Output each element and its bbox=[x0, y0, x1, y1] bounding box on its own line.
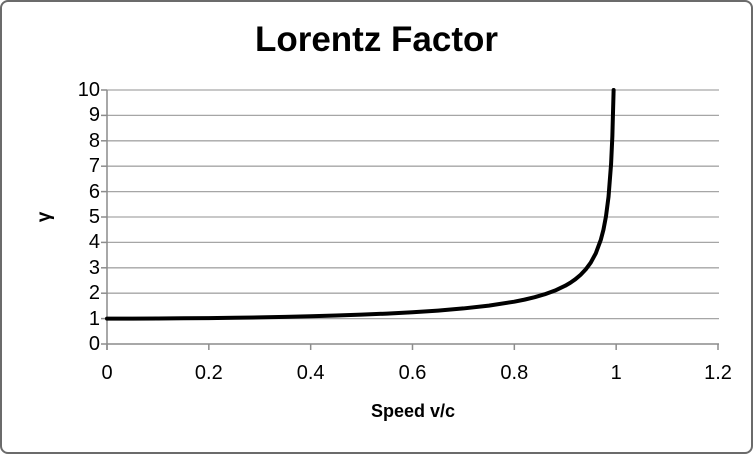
x-tick-label: 1 bbox=[610, 362, 622, 384]
x-tick-label: 0.2 bbox=[194, 362, 223, 384]
chart-title: Lorentz Factor bbox=[254, 20, 499, 59]
y-tick-label: 9 bbox=[88, 104, 100, 127]
x-tick-label: 0.8 bbox=[500, 362, 529, 384]
y-tick-label: 8 bbox=[88, 129, 100, 152]
y-tick-label: 0 bbox=[88, 333, 100, 355]
series-curve bbox=[105, 88, 616, 321]
x-axis-title: Speed v/c bbox=[370, 401, 456, 421]
y-tick-label: 3 bbox=[88, 256, 100, 279]
y-tick-label: 4 bbox=[88, 231, 100, 254]
y-tick-label: 1 bbox=[88, 307, 100, 330]
x-tick-label: 0.6 bbox=[398, 362, 427, 384]
y-tick-label: 10 bbox=[77, 79, 100, 101]
x-tick-label: 0.4 bbox=[296, 362, 325, 384]
x-tick-label: 1.2 bbox=[704, 362, 732, 384]
x-tick-label: 0 bbox=[101, 362, 113, 384]
y-tick-label: 7 bbox=[88, 155, 100, 178]
y-tick-label: 5 bbox=[88, 206, 100, 228]
y-tick-label: 2 bbox=[88, 282, 100, 305]
y-tick-label: 6 bbox=[88, 180, 100, 203]
y-axis-title: γ bbox=[34, 211, 55, 223]
